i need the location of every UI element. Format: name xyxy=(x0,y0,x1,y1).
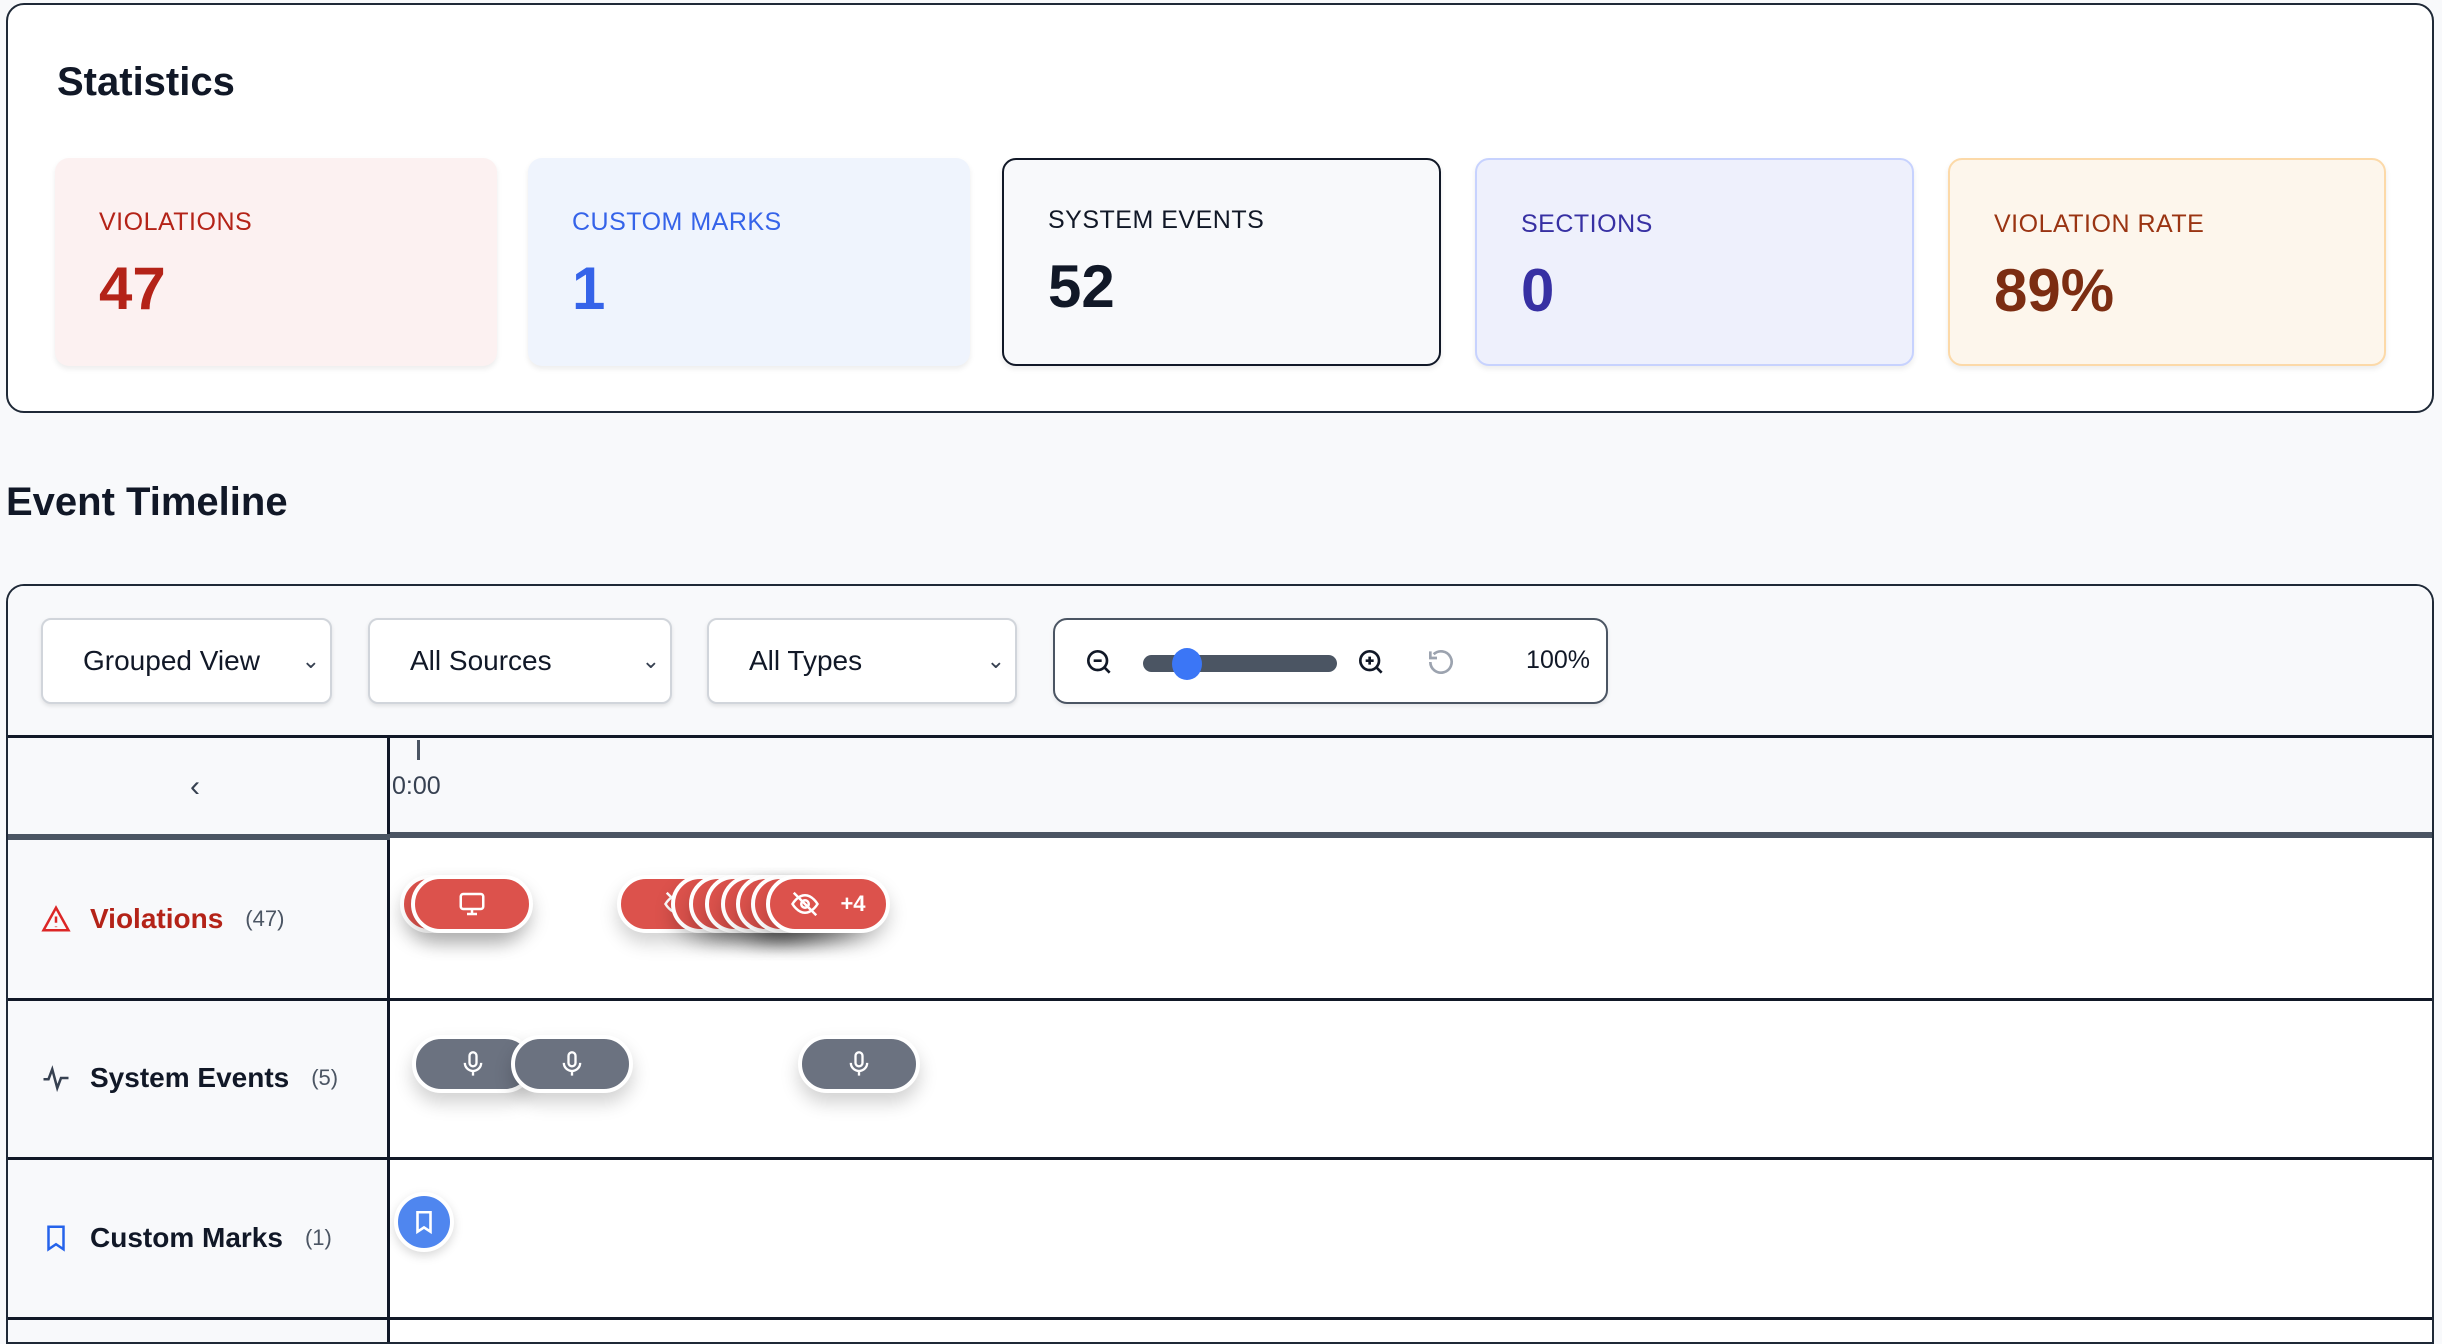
timeline-title: Event Timeline xyxy=(6,480,288,524)
stat-value: 47 xyxy=(99,255,166,322)
stat-value: 1 xyxy=(572,255,606,322)
system-event[interactable] xyxy=(798,1035,920,1093)
types-select-value: All Types xyxy=(749,645,863,676)
activity-icon xyxy=(43,1065,69,1093)
zoom-slider-thumb[interactable] xyxy=(1171,648,1202,680)
bookmark-icon xyxy=(47,1225,65,1252)
time-ruler: 0:00 xyxy=(390,738,2432,838)
sources-select[interactable]: All Sources ⌄ xyxy=(368,618,672,704)
track-label-custom-marks[interactable]: Custom Marks (1) xyxy=(40,1159,332,1317)
eye-off-icon xyxy=(791,891,820,917)
system-event[interactable] xyxy=(511,1035,633,1093)
microphone-icon xyxy=(562,1051,582,1076)
stat-value: 52 xyxy=(1048,253,1115,320)
statistics-title: Statistics xyxy=(57,60,235,104)
microphone-icon xyxy=(849,1051,869,1076)
zoom-percentage: 100% xyxy=(1526,646,1590,674)
overflow-count: +4 xyxy=(840,891,866,916)
stat-value: 0 xyxy=(1521,257,1555,324)
chevron-down-icon: ⌄ xyxy=(301,648,320,673)
stat-label: CUSTOM MARKS xyxy=(572,208,782,236)
track-row-violations: Violations (47) xyxy=(8,840,2432,1001)
statistics-panel: Statistics VIOLATIONS 47 CUSTOM MARKS 1 … xyxy=(6,3,2434,413)
view-select-value: Grouped View xyxy=(83,645,260,676)
track-label-violations[interactable]: Violations (47) xyxy=(40,840,284,998)
stat-label: SYSTEM EVENTS xyxy=(1048,206,1265,234)
stat-card-custom-marks: CUSTOM MARKS 1 xyxy=(528,158,970,366)
stat-label: VIOLATION RATE xyxy=(1994,210,2205,238)
warning-triangle-icon xyxy=(41,905,71,932)
stat-label: VIOLATIONS xyxy=(99,208,253,236)
types-select[interactable]: All Types ⌄ xyxy=(707,618,1017,704)
sources-select-value: All Sources xyxy=(410,645,552,676)
monitor-icon xyxy=(459,892,485,916)
violation-event[interactable] xyxy=(411,875,533,933)
time-tick xyxy=(417,740,420,760)
track-count: (47) xyxy=(245,906,285,931)
reset-zoom-icon[interactable] xyxy=(1425,646,1457,678)
track-row-system-events: System Events (5) xyxy=(8,999,2432,1160)
track-label-system-events[interactable]: System Events (5) xyxy=(40,999,338,1157)
track-label: System Events xyxy=(90,1062,290,1093)
track-label: Custom Marks xyxy=(90,1222,283,1253)
stat-card-system-events: SYSTEM EVENTS 52 xyxy=(1002,158,1441,366)
track-label: Violations xyxy=(90,903,224,934)
zoom-in-icon[interactable] xyxy=(1355,646,1387,678)
track-count: (5) xyxy=(311,1065,339,1090)
timeline-toolbar: Grouped View ⌄ All Sources ⌄ All Types ⌄ 10… xyxy=(8,586,2432,738)
custom-mark-event[interactable] xyxy=(394,1192,454,1252)
time-label: 0:00 xyxy=(392,772,441,800)
zoom-controls: 100% xyxy=(1053,618,1608,704)
stat-value: 89% xyxy=(1994,257,2115,324)
chevron-down-icon: ⌄ xyxy=(641,648,660,673)
bookmark-icon xyxy=(416,1210,432,1235)
timeline-panel: Grouped View ⌄ All Sources ⌄ All Types ⌄ 10… xyxy=(6,584,2434,1344)
stat-card-violations: VIOLATIONS 47 xyxy=(55,158,497,366)
track-count: (1) xyxy=(304,1225,332,1250)
collapse-chevron-left-icon[interactable]: ‹ xyxy=(190,770,200,803)
stat-card-sections: SECTIONS 0 xyxy=(1475,158,1914,366)
chevron-down-icon: ⌄ xyxy=(986,648,1005,673)
zoom-out-icon[interactable] xyxy=(1083,646,1115,678)
microphone-icon xyxy=(463,1051,483,1076)
stat-card-violation-rate: VIOLATION RATE 89% xyxy=(1948,158,2386,366)
view-select[interactable]: Grouped View ⌄ xyxy=(41,618,332,704)
stat-label: SECTIONS xyxy=(1521,210,1653,238)
violation-event-cluster[interactable]: +4 xyxy=(766,875,890,933)
track-row-custom-marks: Custom Marks (1) xyxy=(8,1159,2432,1320)
